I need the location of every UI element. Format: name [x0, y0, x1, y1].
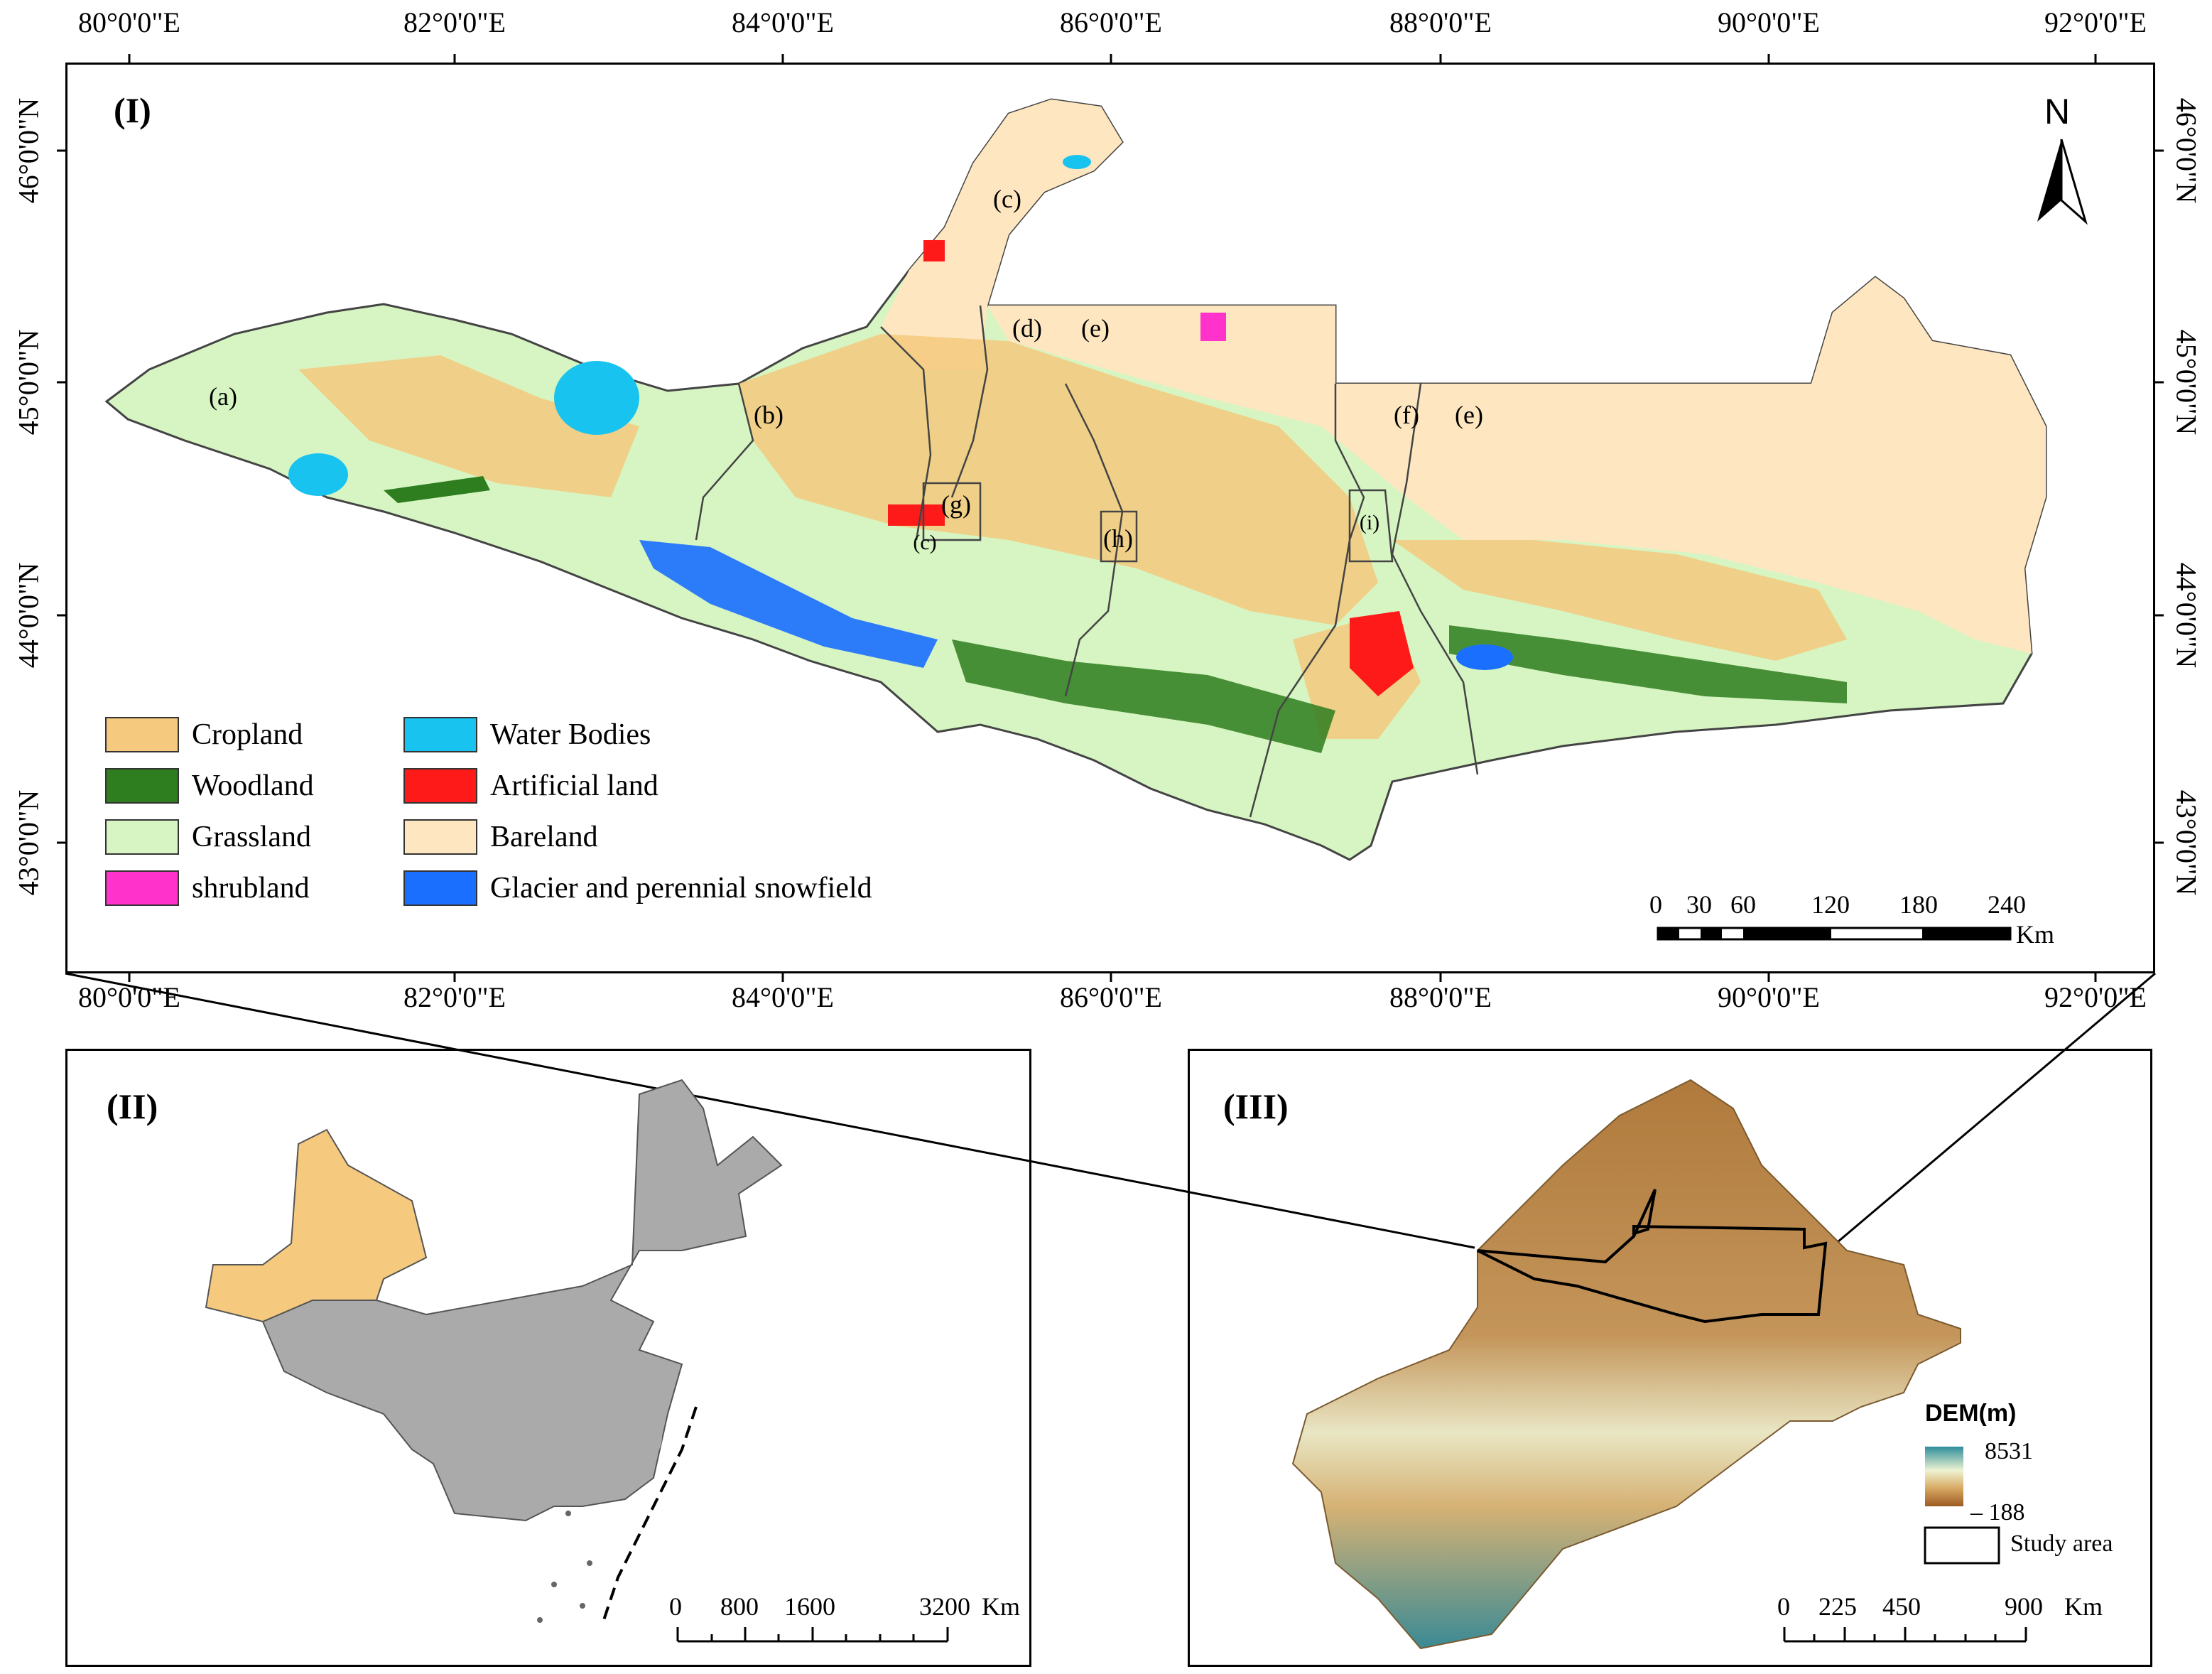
legend-swatch: [403, 717, 477, 752]
legend-label: Artificial land: [490, 770, 658, 802]
lat-left-tick: 46°0'0"N: [12, 97, 45, 204]
lon-top-tick: 88°0'0"E: [1389, 6, 1492, 38]
legend-label: shrubland: [192, 872, 310, 904]
lon-bottom-tick: 88°0'0"E: [1389, 981, 1492, 1013]
land-use-legend: Cropland Woodland Grassland shrubland Wa…: [105, 711, 986, 917]
scale2-tick: 0: [669, 1592, 682, 1621]
lon-top-tick: 92°0'0"E: [2044, 6, 2147, 38]
panel-label-2: (II): [107, 1086, 158, 1126]
region-label-d: (d): [1012, 314, 1042, 342]
scale2-tick: 3200: [919, 1592, 970, 1621]
dem-legend-min: – 188: [1970, 1499, 2025, 1526]
scale1-tick: 240: [1988, 890, 2026, 919]
scale2-unit: Km: [982, 1592, 1020, 1621]
legend-label: Woodland: [192, 770, 314, 802]
scale3-tick: 900: [2005, 1592, 2043, 1621]
lat-right-tick: 43°0'0"N: [2170, 789, 2203, 896]
dem-legend-max: 8531: [1985, 1438, 2033, 1464]
lon-bottom-tick: 80°0'0"E: [78, 981, 180, 1013]
legend-item: shrubland: [105, 867, 310, 909]
scale3-tick: 450: [1882, 1592, 1921, 1621]
scale-bar-1: [1657, 927, 2012, 941]
legend-swatch: [105, 768, 179, 804]
legend-swatch: [403, 819, 477, 855]
region-label-b: (b): [754, 401, 784, 429]
legend-swatch: [403, 870, 477, 906]
legend-swatch: [105, 819, 179, 855]
lat-right-tick: 45°0'0"N: [2170, 329, 2203, 436]
study-area-legend: Study area: [2010, 1530, 2113, 1557]
legend-item: Bareland: [403, 816, 598, 858]
region-label-g: (g): [941, 490, 971, 519]
region-label-i: (i): [1359, 511, 1380, 534]
scale1-tick: 30: [1686, 890, 1712, 919]
scale1-tick: 60: [1730, 890, 1756, 919]
lat-right-tick: 44°0'0"N: [2170, 562, 2203, 669]
lon-bottom-tick: 82°0'0"E: [403, 981, 506, 1013]
region-label-c: (c): [993, 185, 1021, 213]
lon-top-tick: 80°0'0"E: [78, 6, 180, 38]
region-label-e: (e): [1081, 314, 1110, 342]
legend-item: Water Bodies: [403, 713, 651, 756]
north-arrow-icon: [2037, 139, 2088, 225]
legend-item: Glacier and perennial snowfield: [403, 867, 872, 909]
scale1-unit: Km: [2016, 920, 2054, 949]
lat-left-tick: 45°0'0"N: [12, 329, 45, 436]
scale2-tick: 1600: [784, 1592, 835, 1621]
legend-label: Glacier and perennial snowfield: [490, 872, 872, 904]
china-locator-map: [205, 1079, 783, 1623]
scale3-tick: 0: [1777, 1592, 1790, 1621]
lon-top-tick: 82°0'0"E: [403, 6, 506, 38]
legend-item: Woodland: [105, 765, 314, 807]
scale1-tick: 0: [1649, 890, 1662, 919]
lon-top-tick: 86°0'0"E: [1060, 6, 1162, 38]
legend-item: Grassland: [105, 816, 311, 858]
scale-bar-2: [676, 1627, 949, 1643]
legend-label: Grassland: [192, 821, 311, 853]
region-label-h: (h): [1103, 524, 1133, 553]
lon-bottom-tick: 86°0'0"E: [1060, 981, 1162, 1013]
lon-top-tick: 84°0'0"E: [732, 6, 834, 38]
lon-bottom-tick: 92°0'0"E: [2044, 981, 2147, 1013]
region-label-a: (a): [209, 382, 237, 411]
lat-left-tick: 44°0'0"N: [12, 562, 45, 669]
legend-label: Water Bodies: [490, 718, 651, 751]
lon-bottom-tick: 84°0'0"E: [732, 981, 834, 1013]
lat-right-tick: 46°0'0"N: [2170, 97, 2203, 204]
north-label: N: [2044, 92, 2071, 131]
scale2-tick: 800: [720, 1592, 759, 1621]
scale3-tick: 225: [1818, 1592, 1857, 1621]
legend-label: Bareland: [490, 821, 598, 853]
legend-label: Cropland: [192, 718, 303, 751]
dem-map: [1291, 1079, 2000, 1650]
region-label-e2: (e): [1455, 401, 1483, 429]
region-label-f: (f): [1394, 401, 1419, 429]
study-area-map: [104, 98, 2047, 861]
legend-swatch: [105, 870, 179, 906]
legend-swatch: [403, 768, 477, 804]
scale1-tick: 120: [1811, 890, 1850, 919]
dem-legend-title: DEM(m): [1925, 1400, 2017, 1427]
scale1-tick: 180: [1899, 890, 1938, 919]
scale3-unit: Km: [2064, 1592, 2103, 1621]
scale-bar-3: [1783, 1627, 2027, 1643]
region-label-c2: (c): [913, 531, 937, 554]
lon-top-tick: 90°0'0"E: [1718, 6, 1820, 38]
legend-item: Cropland: [105, 713, 303, 756]
inset-connectors: [65, 972, 2156, 1255]
panel-label-3: (III): [1223, 1086, 1289, 1126]
legend-swatch: [105, 717, 179, 752]
legend-item: Artificial land: [403, 765, 658, 807]
lat-left-tick: 43°0'0"N: [12, 789, 45, 896]
lon-bottom-tick: 90°0'0"E: [1718, 981, 1820, 1013]
frame-ticks: [57, 54, 2164, 982]
panel-label-1: (I): [114, 90, 151, 130]
